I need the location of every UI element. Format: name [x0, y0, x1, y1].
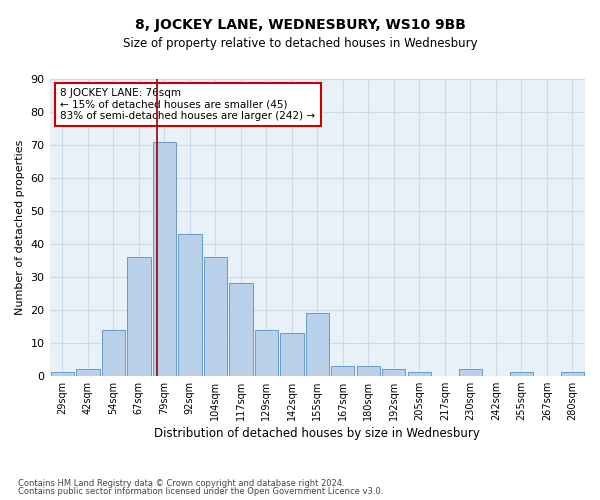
Bar	[178, 234, 202, 376]
Bar	[509, 372, 533, 376]
X-axis label: Distribution of detached houses by size in Wednesbury: Distribution of detached houses by size …	[154, 427, 480, 440]
Bar	[152, 142, 176, 376]
Text: 8 JOCKEY LANE: 76sqm
← 15% of detached houses are smaller (45)
83% of semi-detac: 8 JOCKEY LANE: 76sqm ← 15% of detached h…	[60, 88, 316, 121]
Text: Size of property relative to detached houses in Wednesbury: Size of property relative to detached ho…	[122, 38, 478, 51]
Bar	[331, 366, 355, 376]
Bar	[50, 372, 74, 376]
Bar	[101, 330, 125, 376]
Bar	[76, 369, 100, 376]
Bar	[560, 372, 584, 376]
Bar	[127, 257, 151, 376]
Bar	[382, 369, 406, 376]
Text: 8, JOCKEY LANE, WEDNESBURY, WS10 9BB: 8, JOCKEY LANE, WEDNESBURY, WS10 9BB	[134, 18, 466, 32]
Bar	[356, 366, 380, 376]
Y-axis label: Number of detached properties: Number of detached properties	[15, 140, 25, 315]
Text: Contains public sector information licensed under the Open Government Licence v3: Contains public sector information licen…	[18, 487, 383, 496]
Bar	[229, 284, 253, 376]
Bar	[203, 257, 227, 376]
Bar	[254, 330, 278, 376]
Bar	[305, 313, 329, 376]
Bar	[407, 372, 431, 376]
Bar	[458, 369, 482, 376]
Bar	[280, 333, 304, 376]
Text: Contains HM Land Registry data © Crown copyright and database right 2024.: Contains HM Land Registry data © Crown c…	[18, 478, 344, 488]
